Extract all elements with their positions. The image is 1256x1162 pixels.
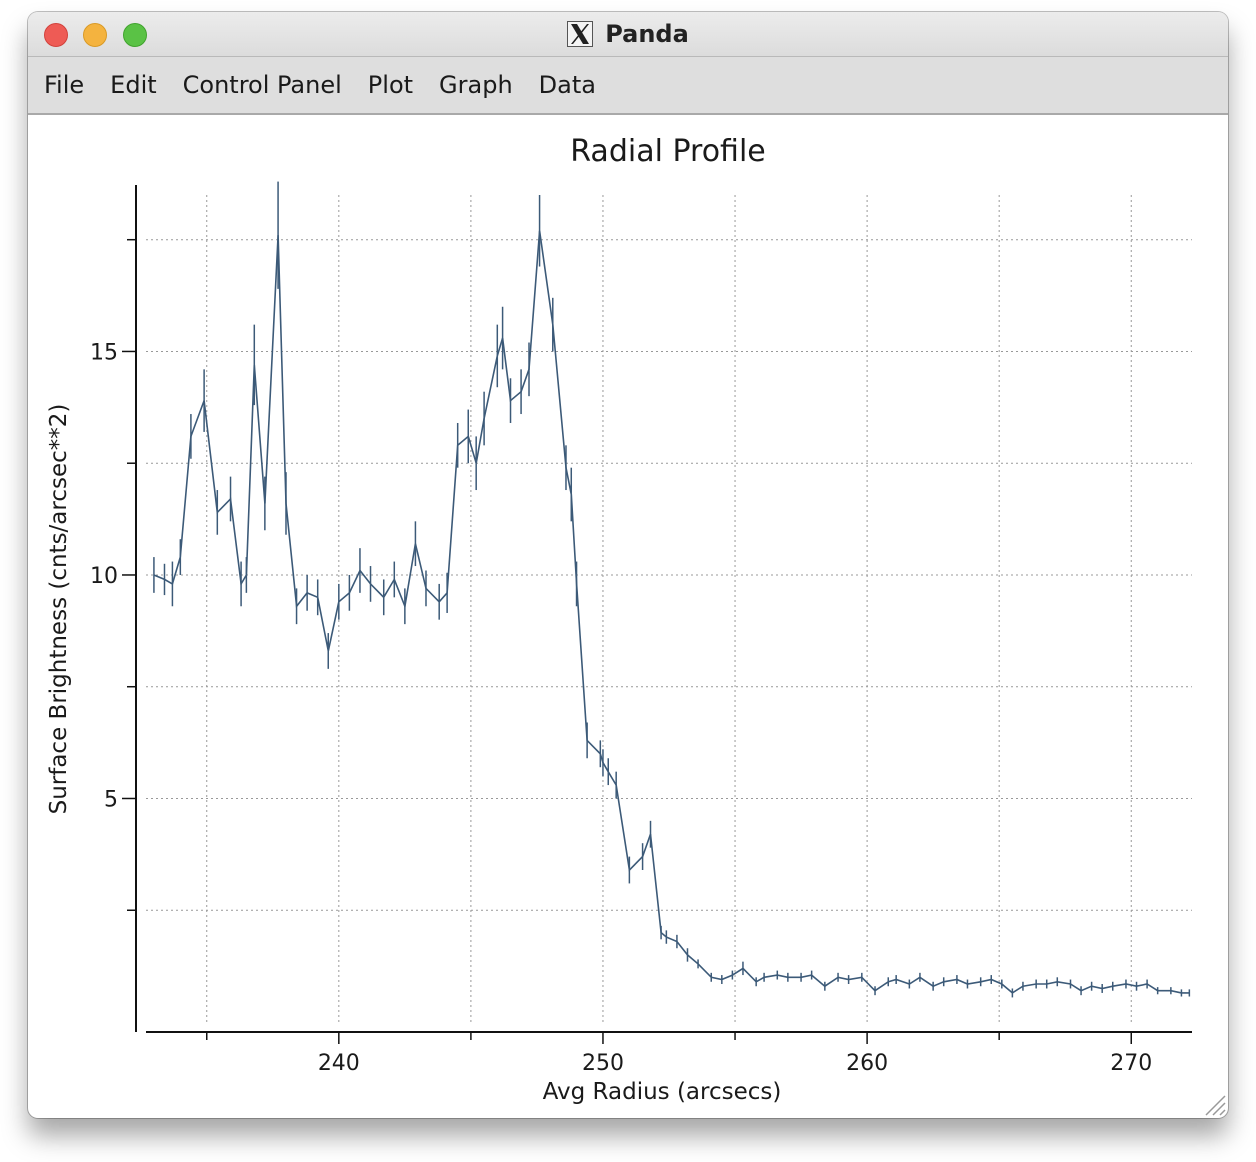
menu-plot[interactable]: Plot (367, 71, 414, 99)
x11-icon (567, 21, 594, 47)
window-title: Panda (605, 20, 689, 48)
x-tick-label: 260 (846, 1051, 888, 1076)
x-axis-label: Avg Radius (arcsecs) (543, 1079, 782, 1105)
resize-grip-icon[interactable] (1200, 1090, 1226, 1116)
y-tick-label: 5 (104, 787, 118, 812)
minimize-button[interactable] (83, 23, 107, 47)
menu-edit[interactable]: Edit (110, 71, 157, 99)
menu-data[interactable]: Data (538, 71, 596, 99)
menu-bar: File Edit Control Panel Plot Graph Data (28, 57, 1228, 115)
zoom-button[interactable] (123, 23, 147, 47)
menu-control-panel[interactable]: Control Panel (182, 71, 342, 99)
close-button[interactable] (44, 23, 68, 47)
axes (135, 185, 1192, 1033)
error-bars (153, 181, 1191, 998)
chart-title: Radial Profile (570, 134, 765, 169)
x-tick-label: 250 (582, 1051, 624, 1076)
grid-lines (146, 195, 1192, 1022)
y-axis-label: Surface Brightness (cnts/arcsec**2) (46, 404, 72, 815)
menu-graph[interactable]: Graph (439, 71, 513, 99)
menu-file[interactable]: File (44, 71, 85, 99)
app-window: Panda File Edit Control Panel Plot Graph… (28, 12, 1228, 1118)
y-tick-label: 15 (90, 340, 118, 365)
radial-profile-chart[interactable]: Radial Profile 240 250 260 270 5 10 15 Avg Rad… (28, 117, 1228, 1117)
title-bar[interactable]: Panda (28, 12, 1228, 57)
window-title-group: Panda (28, 12, 1228, 56)
axis-ticks: 240 250 260 270 5 10 15 (90, 238, 1152, 1076)
x-tick-label: 270 (1110, 1051, 1152, 1076)
x-tick-label: 240 (318, 1051, 360, 1076)
y-tick-label: 10 (90, 564, 118, 589)
series-line (153, 230, 1190, 994)
